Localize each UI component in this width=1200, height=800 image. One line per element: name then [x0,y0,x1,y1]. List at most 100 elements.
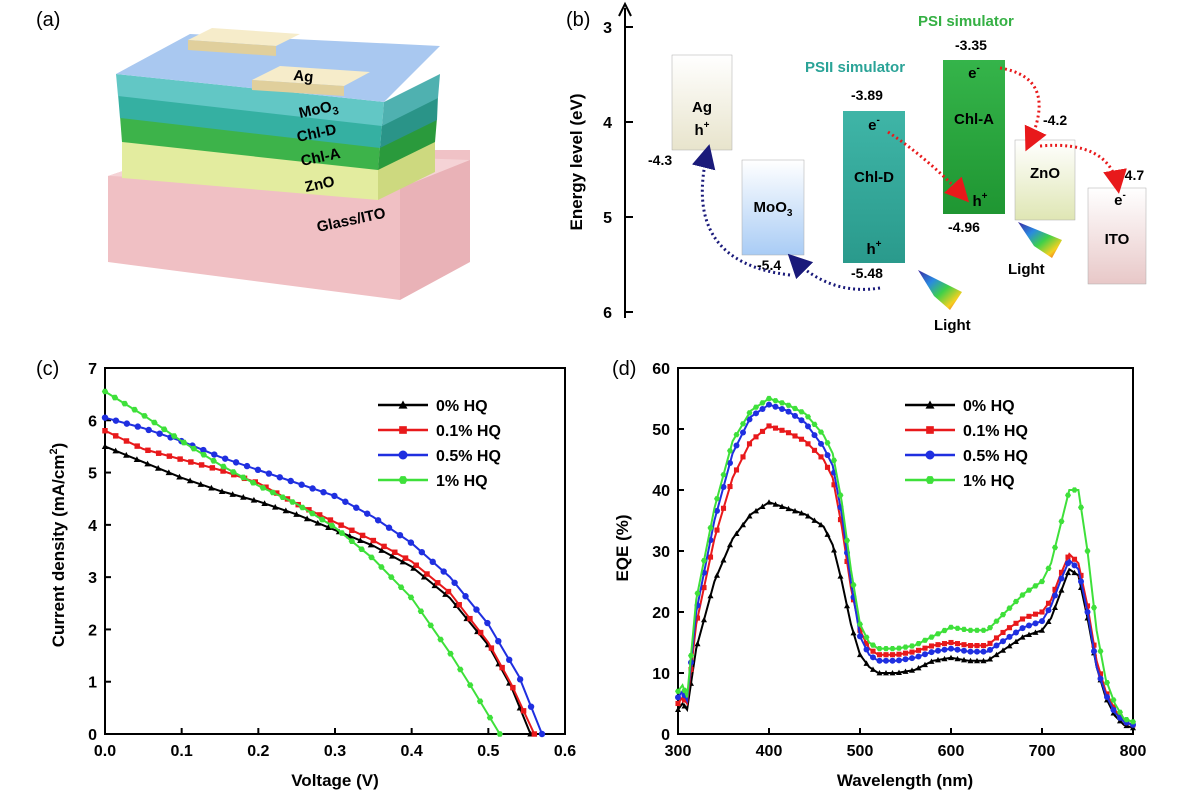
data-point [442,591,449,597]
series-0-1-hq [675,423,1136,728]
jv-x-axis-title: Voltage (V) [291,771,379,790]
data-point [993,642,1000,649]
data-point [437,636,444,643]
data-point [1032,620,1039,627]
psi-label: PSI simulator [918,13,1014,30]
data-point [805,423,811,430]
data-point [993,635,1000,641]
data-point [863,646,870,653]
data-point [1026,622,1032,629]
data-point [378,547,385,553]
data-point [831,482,837,488]
data-point [688,653,694,659]
legend-label: 0.5% HQ [963,448,1028,465]
data-point [1071,562,1078,569]
zno-side [378,140,435,200]
data-point [954,646,961,653]
data-point [883,646,889,652]
data-point [274,490,280,496]
data-point [186,477,194,484]
data-point [948,639,954,646]
data-point [155,450,162,456]
data-point [144,460,151,467]
data-point [1039,609,1045,615]
data-point [844,558,850,565]
data-point [857,621,863,627]
data-point [811,421,818,427]
data-point [941,641,948,647]
data-point [220,468,226,474]
data-point [1006,605,1013,611]
data-point [484,619,491,627]
data-point [331,492,338,500]
data-point [177,456,183,462]
data-point [792,412,798,419]
data-point [870,642,876,648]
data-point [1130,719,1136,725]
data-point [948,654,954,661]
data-point [293,511,300,517]
chld-box-label: Chl-D [854,169,894,186]
data-point [1104,680,1110,686]
data-point [1000,638,1006,645]
data-point [863,640,870,646]
data-point [306,507,312,513]
data-point [876,652,883,658]
series-1-hq [101,388,503,737]
panel-label-a: (a) [36,9,60,31]
data-point [798,417,805,424]
data-point [123,420,131,427]
data-point [870,666,876,672]
data-point [1013,638,1019,645]
data-point [779,400,785,406]
data-point [1000,647,1006,653]
data-point [714,496,720,502]
data-point [1091,605,1097,611]
data-point [1045,618,1052,624]
chla-bottom-value: -4.96 [948,219,980,235]
data-point [1019,592,1026,598]
eqe-y-axis-title: EQE (%) [613,514,632,581]
data-point [413,562,419,568]
moo3-box-label: MoO3 [754,199,793,219]
legend-label: 0% HQ [963,398,1015,415]
data-point [276,474,283,481]
data-point [766,401,772,408]
data-point [1071,569,1078,576]
data-point [209,465,216,471]
data-point [1110,704,1117,710]
data-point [740,521,746,528]
zno-front [122,140,378,200]
data-point [740,429,746,436]
data-point [909,643,915,649]
data-point [720,557,727,563]
data-point [727,459,733,466]
layer-label-zno: ZnO [303,173,336,196]
jv-series [101,388,546,738]
data-point [922,637,928,643]
data-point [1045,600,1052,606]
y-tick-label: 6 [88,413,97,430]
zno-level-box [1014,139,1076,221]
data-point [941,646,948,653]
data-point [1104,691,1110,697]
y-tick-label: 0 [661,727,670,744]
data-point [805,441,811,447]
data-point [915,647,922,653]
jv-y-axis-title: Current density (mA/cm2) [48,443,68,648]
panel-a: (a) Ag MoO3 [36,9,470,300]
data-point [131,406,138,413]
ag-level-box [671,54,733,151]
data-point [477,629,484,636]
data-point [714,572,720,578]
data-point [811,517,818,523]
data-point [1039,618,1045,625]
ito-level-box [1087,187,1147,285]
data-point [287,477,294,485]
data-point [232,459,240,466]
data-point [429,558,436,566]
data-point [746,410,753,416]
data-point [967,643,974,649]
data-point [1058,587,1065,593]
ito-carrier: e- [1114,190,1126,209]
